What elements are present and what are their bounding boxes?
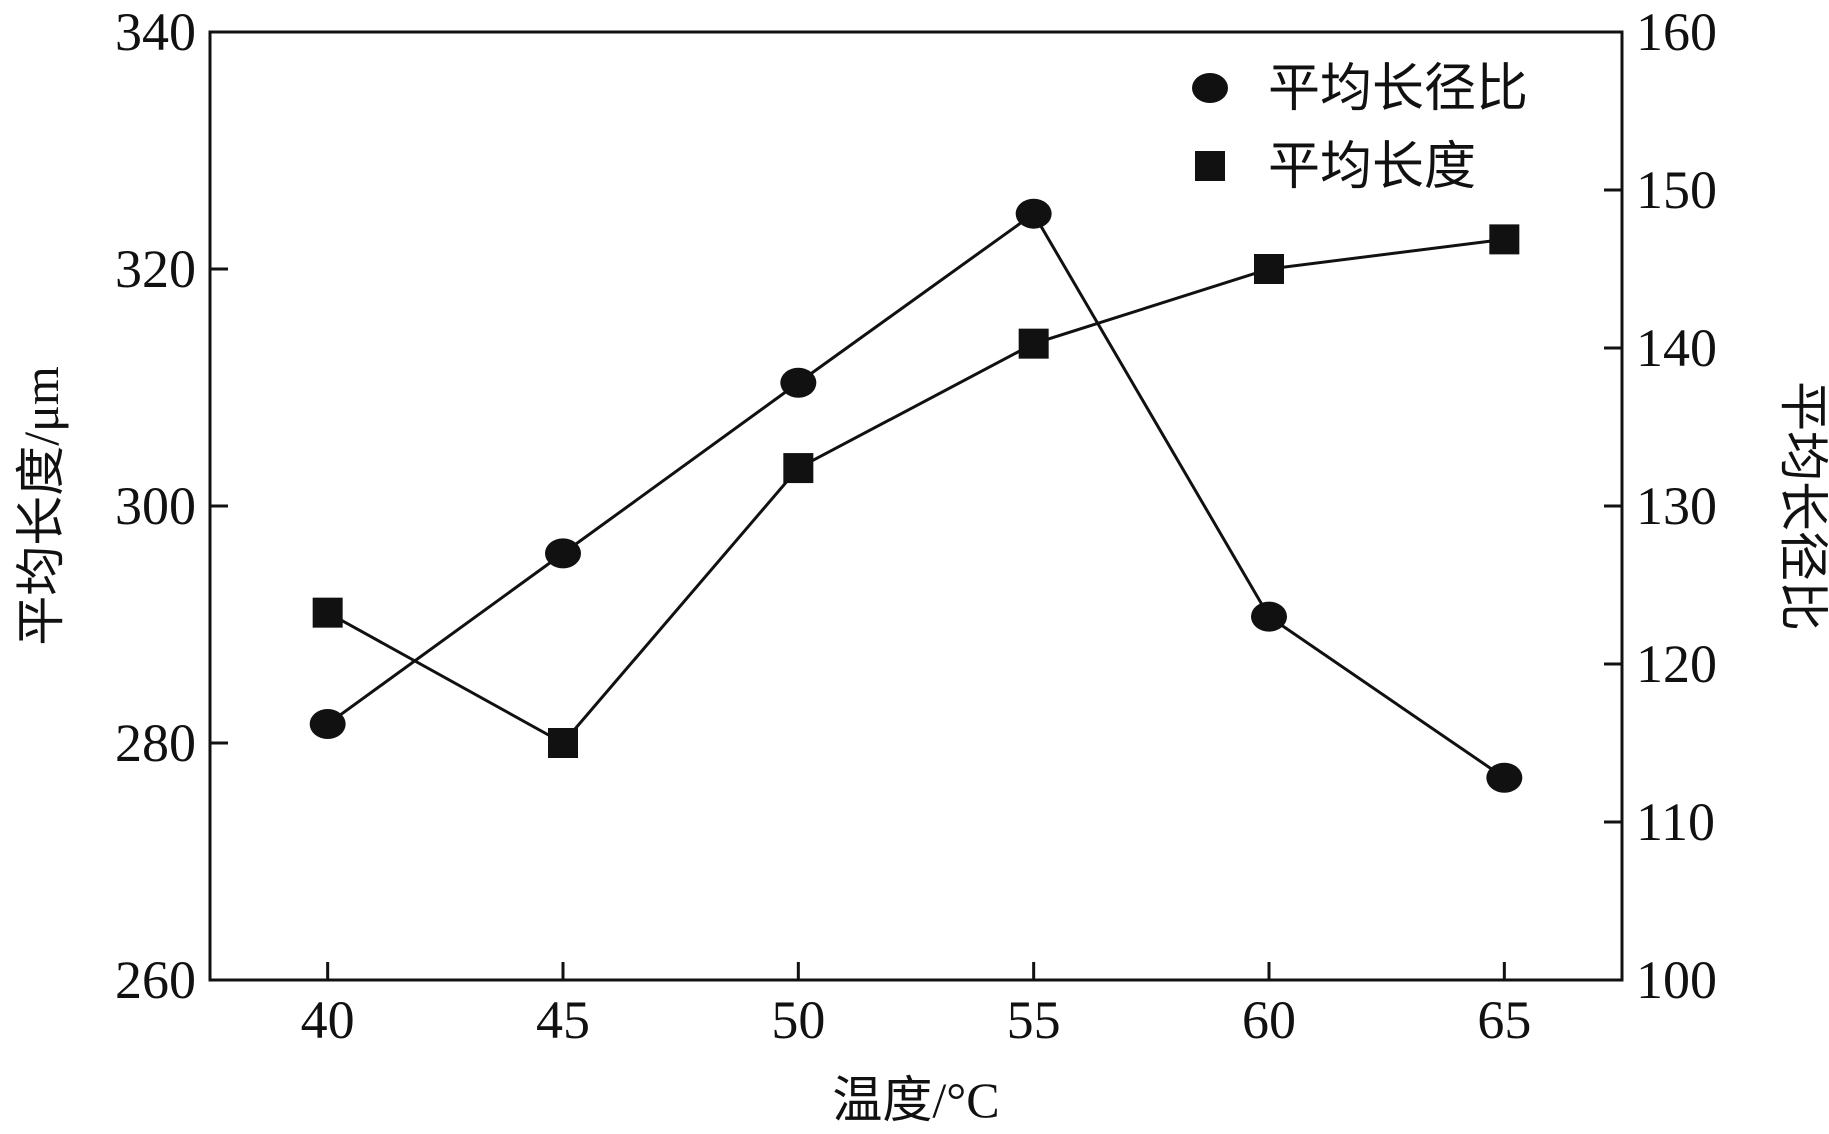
right-y-axis-label: 平均长径比 xyxy=(1775,381,1829,631)
x-axis: 40 45 50 55 60 65 xyxy=(301,962,1531,1050)
legend-label: 平均长度 xyxy=(1268,139,1476,196)
left-y-axis-tick-label: 280 xyxy=(115,713,196,773)
average-length-point xyxy=(783,453,814,484)
left-y-axis-tick-label: 260 xyxy=(115,950,196,1010)
x-axis-tick-label: 60 xyxy=(1242,990,1296,1050)
x-axis-tick-label: 50 xyxy=(771,990,825,1050)
series-line-length xyxy=(326,237,1505,745)
left-y-axis-tick-label: 340 xyxy=(115,2,196,62)
right-y-axis: 100 110 120 130 140 150 160 xyxy=(1604,2,1717,1010)
right-y-axis-tick-label: 100 xyxy=(1636,950,1717,1010)
right-y-axis-tick-label: 150 xyxy=(1636,160,1717,220)
series-group xyxy=(309,198,1523,793)
legend-square-marker xyxy=(1195,151,1225,181)
average-length-point xyxy=(1489,224,1520,255)
right-y-axis-tick-label: 160 xyxy=(1636,2,1717,62)
aspect-ratio-point xyxy=(1486,762,1523,793)
right-y-axis-tick-label: 120 xyxy=(1636,634,1717,694)
average-length-point xyxy=(1254,254,1284,284)
aspect-ratio-point xyxy=(309,709,346,740)
right-y-axis-tick-label: 140 xyxy=(1636,318,1717,378)
x-axis-tick-label: 45 xyxy=(536,990,590,1050)
average-length-point xyxy=(1018,328,1049,359)
aspect-ratio-point xyxy=(780,367,817,398)
average-length-point xyxy=(312,597,343,628)
left-y-axis: 260 280 300 320 340 xyxy=(115,2,228,1010)
legend-label: 平均长径比 xyxy=(1268,61,1528,118)
aspect-ratio-point xyxy=(1015,198,1052,229)
left-y-axis-tick-label: 300 xyxy=(115,476,196,536)
right-y-axis-tick-label: 130 xyxy=(1636,476,1717,536)
x-axis-label: 温度/°C xyxy=(832,1072,999,1128)
left-y-axis-label: 平均长度/μm xyxy=(13,366,69,646)
x-axis-tick-label: 40 xyxy=(301,990,355,1050)
legend-circle-marker xyxy=(1192,73,1228,103)
series-line-aspect-ratio xyxy=(326,211,1506,779)
x-axis-tick-label: 65 xyxy=(1477,990,1531,1050)
x-axis-tick-label: 55 xyxy=(1007,990,1061,1050)
aspect-ratio-point xyxy=(545,538,581,569)
average-length-point xyxy=(548,728,578,758)
right-y-axis-tick-label: 110 xyxy=(1636,792,1715,852)
aspect-ratio-point xyxy=(1251,601,1287,632)
left-y-axis-tick-label: 320 xyxy=(115,239,196,299)
